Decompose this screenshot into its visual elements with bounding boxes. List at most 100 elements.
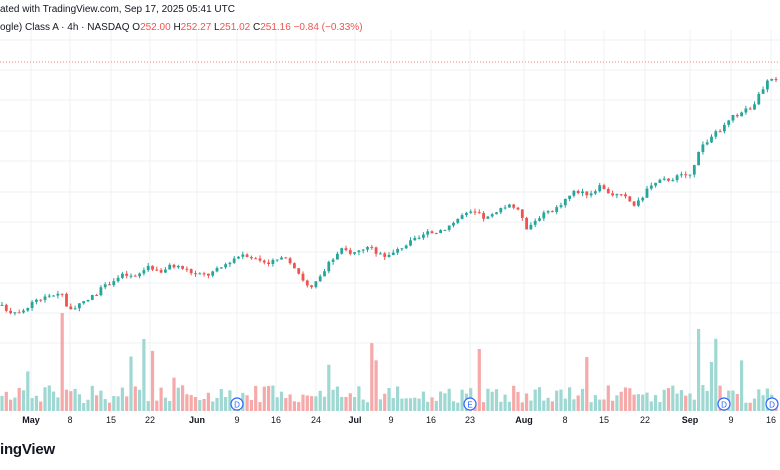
volume-bar (499, 401, 503, 411)
volume-bar (258, 402, 262, 411)
candle-body (559, 205, 563, 208)
candle-body (499, 208, 503, 213)
volume-bar (589, 402, 593, 411)
candle-body (710, 136, 713, 143)
candle-body (409, 240, 412, 246)
volume-bar (654, 395, 658, 411)
candle-body (731, 115, 735, 121)
brand-name: ingView (0, 441, 56, 458)
volume-bar (516, 392, 520, 411)
volume-bar (95, 395, 99, 411)
x-tick-label: Jul (348, 415, 361, 425)
volume-bar (684, 395, 688, 411)
candle-body (379, 253, 382, 255)
candle-body (181, 266, 184, 269)
candle-body (744, 108, 748, 113)
volume-bar (305, 395, 309, 411)
x-tick-label: 15 (599, 415, 609, 425)
volume-bar (641, 394, 645, 411)
volume-bar (675, 393, 679, 411)
volume-bar (64, 389, 69, 411)
volume-bar (60, 313, 64, 411)
volume-bar (735, 394, 739, 411)
candle-body (477, 212, 481, 214)
candle-body (628, 196, 632, 202)
candle-body (47, 295, 51, 297)
grid-lines (0, 30, 780, 413)
volume-bar (181, 385, 185, 411)
volume-bar (705, 390, 709, 411)
candle-body (413, 237, 417, 241)
volume-bar (740, 360, 744, 411)
volume-bar (400, 398, 404, 411)
volume-bar (563, 398, 567, 411)
volume-bar (206, 392, 210, 411)
close-value: 251.16 (260, 22, 291, 33)
volume-bar (555, 390, 559, 411)
volume-bar (658, 402, 662, 411)
candle-body (606, 189, 610, 194)
candle-body (112, 281, 116, 286)
candle-body (563, 198, 567, 206)
candle-body (194, 273, 197, 275)
candle-body (529, 224, 533, 230)
candle-body (90, 295, 94, 300)
candle-body (417, 237, 421, 239)
volume-bar (202, 398, 206, 411)
volume-bar (340, 396, 344, 411)
volume-bar (365, 402, 370, 411)
candle-body (589, 193, 593, 196)
volume-bar (370, 343, 374, 411)
symbol-name: ogle) Class A · 4h · NASDAQ (0, 22, 130, 33)
volume-bar (107, 402, 112, 411)
low-label: L (214, 22, 220, 33)
volume-bar (90, 385, 94, 411)
candle-body (649, 185, 653, 189)
x-tick-label: 15 (106, 415, 116, 425)
candle-body (254, 258, 258, 260)
candle-body (551, 211, 554, 213)
volume-bar (585, 357, 589, 411)
volume-bar (133, 386, 137, 411)
candle-body (245, 254, 249, 257)
volume-bar (666, 388, 671, 411)
x-tick-label: 22 (145, 415, 155, 425)
candle-body (391, 252, 395, 256)
volume-bar (172, 377, 176, 411)
candle-body (65, 293, 68, 307)
volume-bar (387, 388, 391, 411)
candle-body (641, 197, 645, 201)
x-tick-label: 22 (640, 415, 650, 425)
candle-body (426, 231, 430, 235)
volume-bar (284, 398, 288, 411)
volume-bar (718, 385, 722, 411)
candle-body (215, 267, 219, 272)
candle-body (207, 273, 210, 276)
tradingview-brand: ingView (0, 441, 55, 458)
candle-body (56, 293, 60, 296)
candle-body (662, 178, 666, 180)
candle-body (43, 296, 47, 300)
candle-body (357, 250, 361, 253)
volume-bar (439, 391, 443, 411)
candle-body (30, 301, 34, 308)
candle-body (512, 204, 516, 208)
candle-body (404, 245, 408, 249)
candle-body (456, 218, 460, 223)
volume-bar (279, 391, 284, 411)
volume-bar (744, 402, 748, 411)
volume-bar (176, 387, 180, 411)
x-tick-label: 24 (311, 415, 321, 425)
volume-bar (761, 395, 765, 411)
volume-bar (129, 356, 133, 411)
volume-bar (39, 401, 43, 411)
volume-bar (275, 397, 279, 411)
candle-body (757, 93, 761, 105)
volume-bar (632, 394, 636, 411)
volume-bars (0, 313, 778, 411)
x-tick-label: Aug (515, 415, 533, 425)
change-value: −0.84 (−0.33%) (293, 22, 363, 33)
event-marker-label: D (234, 401, 240, 410)
candle-body (202, 273, 206, 275)
